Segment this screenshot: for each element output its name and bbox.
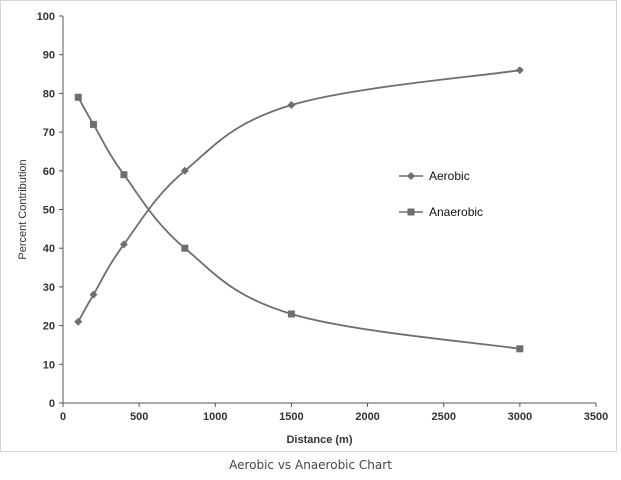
anaerobic-legend-marker <box>407 208 415 216</box>
chart-caption: Aerobic vs Anaerobic Chart <box>229 458 392 472</box>
x-tick-label: 2500 <box>431 411 455 423</box>
y-tick-label: 70 <box>43 127 55 139</box>
x-tick-label: 500 <box>130 411 148 423</box>
aerobic-point <box>119 240 128 249</box>
aerobic-point <box>287 101 296 110</box>
x-tick-label: 1500 <box>279 411 303 423</box>
aerobic-point <box>515 66 524 75</box>
anaerobic-point <box>287 310 295 318</box>
y-tick-label: 80 <box>43 88 55 100</box>
y-tick-label: 60 <box>43 166 55 178</box>
y-tick-label: 10 <box>43 359 55 371</box>
aerobic-line <box>77 69 520 323</box>
x-tick-label: 3500 <box>584 411 608 423</box>
y-tick-label: 100 <box>37 11 55 23</box>
anaerobic-point <box>516 345 524 353</box>
chart-frame <box>0 0 617 452</box>
axes <box>59 15 597 407</box>
anaerobic-line <box>77 96 520 350</box>
aerobic-point <box>74 317 83 326</box>
legend: Aerobic Anaerobic <box>399 169 483 219</box>
anaerobic-point <box>89 120 97 128</box>
x-axis-title: Distance (m) <box>286 434 352 446</box>
anaerobic-point <box>120 171 128 179</box>
y-tick-label: 20 <box>43 321 55 333</box>
x-tick-label: 2000 <box>355 411 379 423</box>
series-markers <box>74 66 524 353</box>
y-tick-label: 90 <box>43 50 55 62</box>
aerobic-point <box>89 290 98 299</box>
aerobic-point <box>180 166 189 175</box>
y-tick-label: 0 <box>49 398 55 410</box>
x-tick-label: 1000 <box>203 411 227 423</box>
anaerobic-point <box>181 244 189 252</box>
x-tick-label: 3000 <box>508 411 532 423</box>
y-axis-title: Percent Contribution <box>17 159 29 259</box>
anaerobic-point <box>74 93 82 101</box>
aerobic-legend-marker <box>407 172 415 180</box>
y-tick-label: 50 <box>43 205 55 217</box>
y-tick-label: 30 <box>43 282 55 294</box>
x-tick-label: 0 <box>60 411 66 423</box>
aerobic-legend-label: Aerobic <box>429 169 470 183</box>
y-tick-label: 40 <box>43 243 55 255</box>
anaerobic-legend-label: Anaerobic <box>429 205 483 219</box>
